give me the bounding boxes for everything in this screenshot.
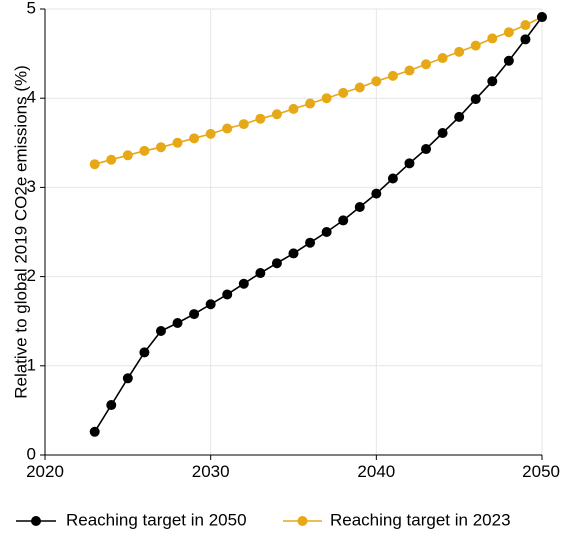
data-point — [255, 113, 266, 124]
series-line — [94, 16, 543, 433]
data-point — [487, 33, 498, 44]
data-point — [238, 278, 249, 289]
data-point — [305, 237, 316, 248]
series-0 — [89, 12, 547, 437]
data-point — [387, 70, 398, 81]
data-point — [172, 317, 183, 328]
x-tick-label: 2020 — [26, 462, 64, 481]
data-point — [106, 154, 117, 165]
data-point — [454, 46, 465, 57]
data-point — [404, 158, 415, 169]
data-point — [172, 137, 183, 148]
data-point — [371, 188, 382, 199]
data-point — [122, 150, 133, 161]
data-point — [305, 98, 316, 109]
data-point — [354, 82, 365, 93]
data-point — [255, 268, 266, 279]
data-point — [520, 34, 531, 45]
x-tick-label: 2040 — [357, 462, 395, 481]
data-point — [288, 103, 299, 114]
data-point — [454, 111, 465, 122]
data-point — [155, 142, 166, 153]
data-point — [338, 87, 349, 98]
data-point — [139, 145, 150, 156]
data-point — [470, 40, 481, 51]
y-tick-label: 4 — [27, 88, 36, 107]
y-axis-title: Relative to global 2019 CO2e emissions (… — [11, 65, 30, 399]
data-point — [321, 227, 332, 237]
data-point — [338, 215, 349, 226]
legend: Reaching target in 2050 Reaching target i… — [16, 510, 511, 529]
legend-label: Reaching target in 2023 — [330, 510, 511, 529]
data-point — [470, 94, 481, 105]
data-point — [321, 93, 332, 104]
data-point — [387, 173, 398, 184]
data-point — [437, 127, 448, 138]
data-point — [371, 76, 382, 87]
series-1 — [89, 12, 547, 170]
legend-marker — [297, 516, 308, 526]
legend-item: Reaching target in 2050 — [16, 510, 247, 529]
data-point — [89, 426, 100, 437]
y-tick-label: 2 — [27, 266, 36, 285]
data-point — [189, 133, 200, 144]
y-tick-label: 5 — [27, 0, 36, 17]
data-point — [421, 144, 432, 155]
legend-item: Reaching target in 2023 — [283, 510, 511, 529]
data-point — [189, 309, 200, 320]
series — [89, 12, 547, 437]
tick-labels: 0 1 2 3 4 5 2020 2030 2040 2050 — [26, 0, 560, 481]
data-point — [205, 128, 216, 139]
grid — [45, 8, 543, 455]
data-point — [106, 400, 117, 411]
data-point — [537, 12, 547, 23]
data-point — [122, 373, 133, 384]
y-tick-label: 0 — [27, 444, 36, 463]
data-point — [404, 65, 415, 76]
x-tick-label: 2050 — [522, 462, 560, 481]
data-point — [487, 76, 498, 87]
data-point — [139, 347, 150, 358]
legend-label: Reaching target in 2050 — [66, 510, 247, 529]
legend-marker — [31, 516, 41, 526]
data-point — [89, 159, 100, 170]
axes — [44, 9, 542, 456]
data-point — [288, 248, 299, 259]
series-line — [94, 16, 543, 165]
data-point — [421, 59, 432, 70]
data-point — [503, 27, 514, 38]
data-point — [155, 326, 166, 337]
y-tick-label: 1 — [27, 355, 36, 374]
data-point — [271, 258, 282, 269]
data-point — [271, 109, 282, 120]
data-point — [354, 202, 365, 213]
data-point — [222, 123, 233, 134]
data-point — [238, 119, 249, 130]
data-point — [205, 299, 216, 310]
y-tick-label: 3 — [27, 177, 36, 196]
data-point — [520, 20, 531, 31]
data-point — [503, 55, 514, 66]
x-tick-label: 2030 — [192, 462, 230, 481]
data-point — [222, 289, 233, 300]
data-point — [437, 53, 448, 64]
